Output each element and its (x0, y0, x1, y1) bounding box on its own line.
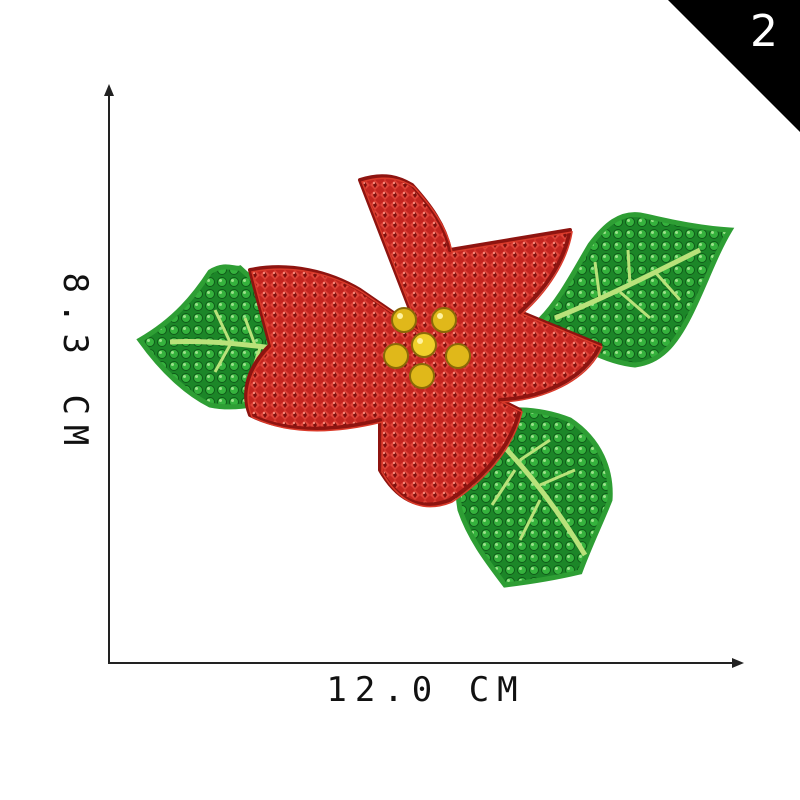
horizontal-arrowhead (732, 658, 744, 668)
corner-triangle (668, 0, 800, 132)
vertical-arrowhead (104, 84, 114, 96)
width-dimension-label: 12.0 CM (326, 670, 526, 710)
gold-stone (411, 332, 437, 358)
gold-stone (409, 363, 435, 389)
gold-stone (391, 307, 417, 333)
gold-stone (445, 343, 471, 369)
gold-stone (431, 307, 457, 333)
gold-stone (383, 343, 409, 369)
gold-flower-center (383, 307, 471, 389)
upper-right-holly-leaf (536, 212, 735, 368)
badge-number: 2 (750, 6, 778, 57)
corner-badge: 2 (668, 0, 800, 132)
